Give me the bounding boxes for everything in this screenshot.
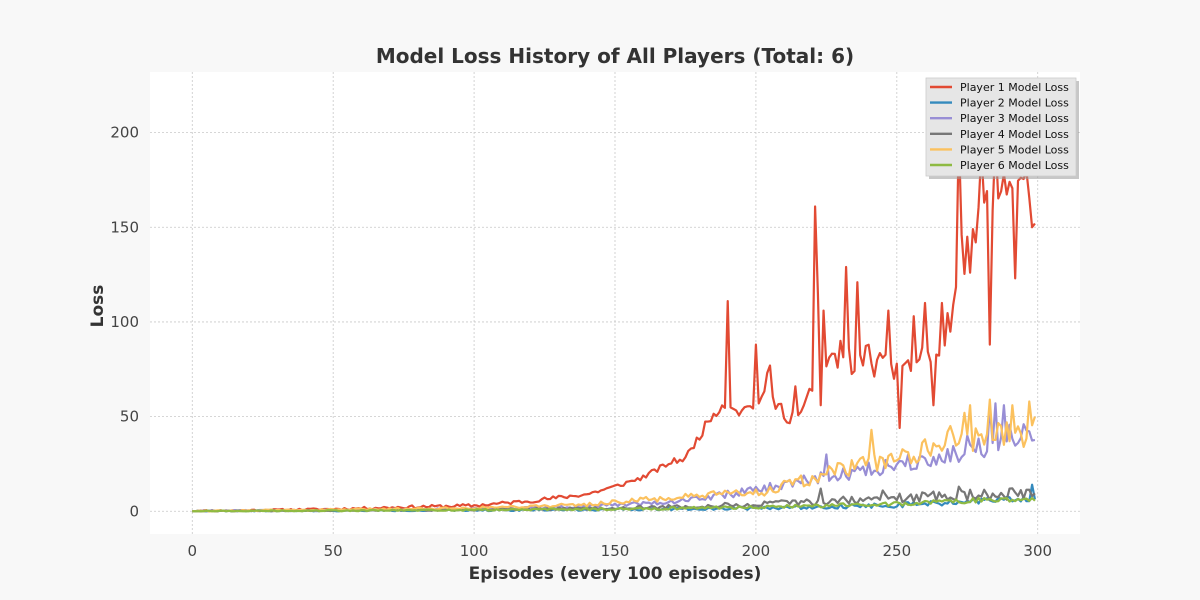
- y-tick-label: 50: [120, 408, 139, 426]
- legend-label: Player 4 Model Loss: [960, 128, 1069, 141]
- legend-label: Player 5 Model Loss: [960, 143, 1069, 156]
- y-tick-label: 150: [110, 218, 139, 236]
- x-tick-label: 250: [882, 542, 911, 560]
- legend-label: Player 6 Model Loss: [960, 159, 1069, 172]
- legend: Player 1 Model Loss Player 2 Model Loss Pl…: [925, 77, 1079, 179]
- series-lines: [192, 133, 1036, 513]
- axis-ticks: 0 50 100 150 200 250 300 0 50 100 150 200: [110, 124, 1052, 560]
- y-axis-label: Loss: [88, 285, 108, 328]
- legend-label: Player 1 Model Loss: [960, 81, 1069, 94]
- legend-label: Player 2 Model Loss: [960, 97, 1069, 110]
- x-tick-label: 150: [601, 542, 630, 560]
- legend-box: [925, 77, 1077, 177]
- grid: [150, 72, 1080, 534]
- chart-title: Model Loss History of All Players (Total…: [376, 44, 854, 68]
- y-tick-label: 100: [110, 313, 139, 331]
- x-axis-label: Episodes (every 100 episodes): [469, 564, 762, 584]
- x-tick-label: 50: [324, 542, 343, 560]
- x-tick-label: 200: [742, 542, 771, 560]
- x-tick-label: 0: [187, 542, 197, 560]
- series-line: [192, 496, 1036, 513]
- y-tick-label: 0: [129, 502, 139, 520]
- y-tick-label: 200: [110, 124, 139, 142]
- x-tick-label: 100: [460, 542, 489, 560]
- x-tick-label: 300: [1023, 542, 1052, 560]
- legend-label: Player 3 Model Loss: [960, 112, 1069, 125]
